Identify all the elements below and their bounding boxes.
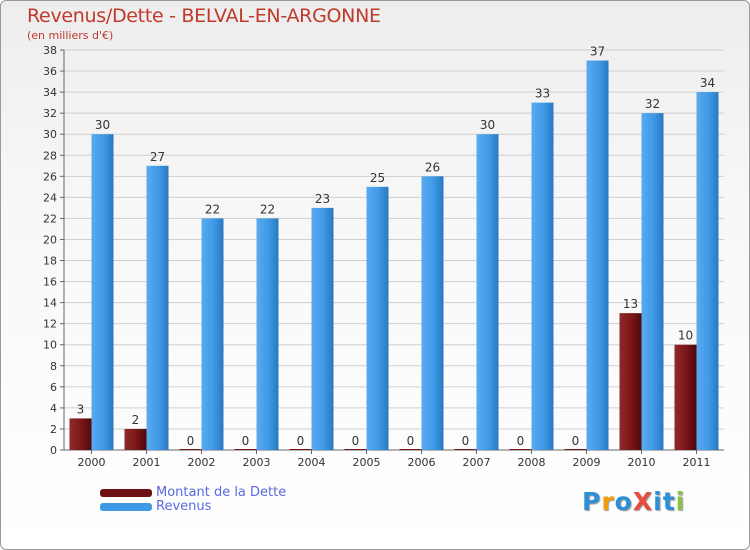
y-tick-label: 18 [43, 255, 57, 268]
bar-revenus [146, 165, 169, 450]
data-label-revenus: 26 [425, 160, 440, 174]
x-tick-label: 2001 [133, 456, 161, 469]
data-label-dette: 13 [623, 297, 638, 311]
data-label-dette: 0 [297, 434, 305, 448]
bar-revenus [91, 134, 114, 451]
x-tick-label: 2003 [243, 456, 271, 469]
x-tick-label: 2002 [188, 456, 216, 469]
y-tick-label: 26 [43, 170, 57, 183]
y-tick-label: 14 [43, 297, 57, 310]
gridlines [60, 49, 724, 454]
y-tick-label: 2 [50, 423, 57, 436]
bar-dette [234, 449, 257, 450]
axes [63, 50, 724, 451]
x-tick-label: 2010 [628, 456, 656, 469]
bar-dette [399, 449, 422, 450]
x-tick-label: 2011 [683, 456, 711, 469]
y-tick-label: 12 [43, 318, 57, 331]
data-label-dette: 0 [407, 434, 415, 448]
data-label-revenus: 23 [315, 192, 330, 206]
logo-letter: P [582, 487, 602, 516]
data-label-revenus: 27 [150, 150, 165, 164]
y-tick-label: 24 [43, 191, 57, 204]
bar-revenus [641, 113, 664, 450]
bar-dette [564, 449, 587, 450]
y-tick-label: 36 [43, 65, 57, 78]
y-tick-label: 34 [43, 86, 57, 99]
y-tick-label: 22 [43, 212, 57, 225]
bar-revenus [311, 207, 334, 450]
data-label-revenus: 25 [370, 171, 385, 185]
data-label-revenus: 30 [480, 118, 495, 132]
bar-revenus [201, 218, 224, 450]
y-tick-label: 28 [43, 149, 57, 162]
bar-dette [509, 449, 532, 450]
bar-dette [454, 449, 477, 450]
bars [69, 60, 719, 451]
data-label-dette: 10 [678, 329, 693, 343]
bar-revenus [366, 186, 389, 450]
x-tick-label: 2000 [78, 456, 106, 469]
logo-letter: o [614, 487, 633, 516]
data-label-revenus: 22 [260, 202, 275, 216]
data-label-revenus: 34 [700, 76, 715, 90]
legend-label-dette: Montant de la Dette [156, 485, 287, 500]
labels: 0246810121416182022242628303234363833020… [43, 44, 715, 469]
y-tick-label: 32 [43, 107, 57, 120]
bar-revenus [256, 218, 279, 450]
proxiti-logo: ProXiti [582, 487, 685, 516]
bar-dette [69, 418, 92, 450]
logo-letter: r [601, 487, 615, 516]
y-tick-label: 4 [50, 402, 57, 415]
x-tick-label: 2005 [353, 456, 381, 469]
bar-revenus [586, 60, 609, 451]
bar-revenus [531, 102, 554, 450]
bar-dette [179, 449, 202, 450]
y-tick-label: 16 [43, 276, 57, 289]
x-tick-label: 2004 [298, 456, 326, 469]
chart-title: Revenus/Dette - BELVAL-EN-ARGONNE [27, 5, 381, 27]
data-label-dette: 2 [132, 413, 140, 427]
data-label-revenus: 22 [205, 202, 220, 216]
data-label-revenus: 30 [95, 118, 110, 132]
data-label-dette: 0 [572, 434, 580, 448]
x-tick-label: 2007 [463, 456, 491, 469]
legend-label-revenus: Revenus [156, 499, 212, 514]
x-tick-label: 2006 [408, 456, 436, 469]
y-tick-label: 8 [50, 360, 57, 373]
y-tick-label: 0 [50, 444, 57, 457]
bar-dette [289, 449, 312, 450]
data-label-dette: 0 [187, 434, 195, 448]
bar-dette [674, 344, 697, 450]
y-tick-label: 10 [43, 339, 57, 352]
y-tick-label: 6 [50, 381, 57, 394]
y-tick-label: 30 [43, 128, 57, 141]
data-label-dette: 0 [462, 434, 470, 448]
logo-letter: i [653, 487, 663, 516]
y-tick-label: 20 [43, 233, 57, 246]
legend-swatch-dette [100, 489, 152, 497]
data-label-revenus: 37 [590, 45, 605, 59]
bar-revenus [476, 134, 499, 451]
bar-dette [344, 449, 367, 450]
logo-letter: i [675, 487, 686, 516]
logo-letter: X [632, 487, 654, 516]
y-tick-label: 38 [43, 44, 57, 57]
data-label-dette: 3 [77, 402, 85, 416]
data-label-dette: 0 [517, 434, 525, 448]
data-label-revenus: 33 [535, 87, 550, 101]
bar-dette [619, 313, 642, 450]
bar-revenus [421, 176, 444, 450]
logo-letter: t [662, 487, 676, 516]
x-tick-label: 2008 [518, 456, 546, 469]
bar-dette [124, 428, 147, 450]
data-label-dette: 0 [352, 434, 360, 448]
legend-swatch-revenus [100, 503, 152, 511]
data-label-revenus: 32 [645, 97, 660, 111]
data-label-dette: 0 [242, 434, 250, 448]
chart-subtitle: (en milliers d'€) [27, 29, 114, 42]
x-tick-label: 2009 [573, 456, 601, 469]
bar-revenus [696, 92, 719, 451]
